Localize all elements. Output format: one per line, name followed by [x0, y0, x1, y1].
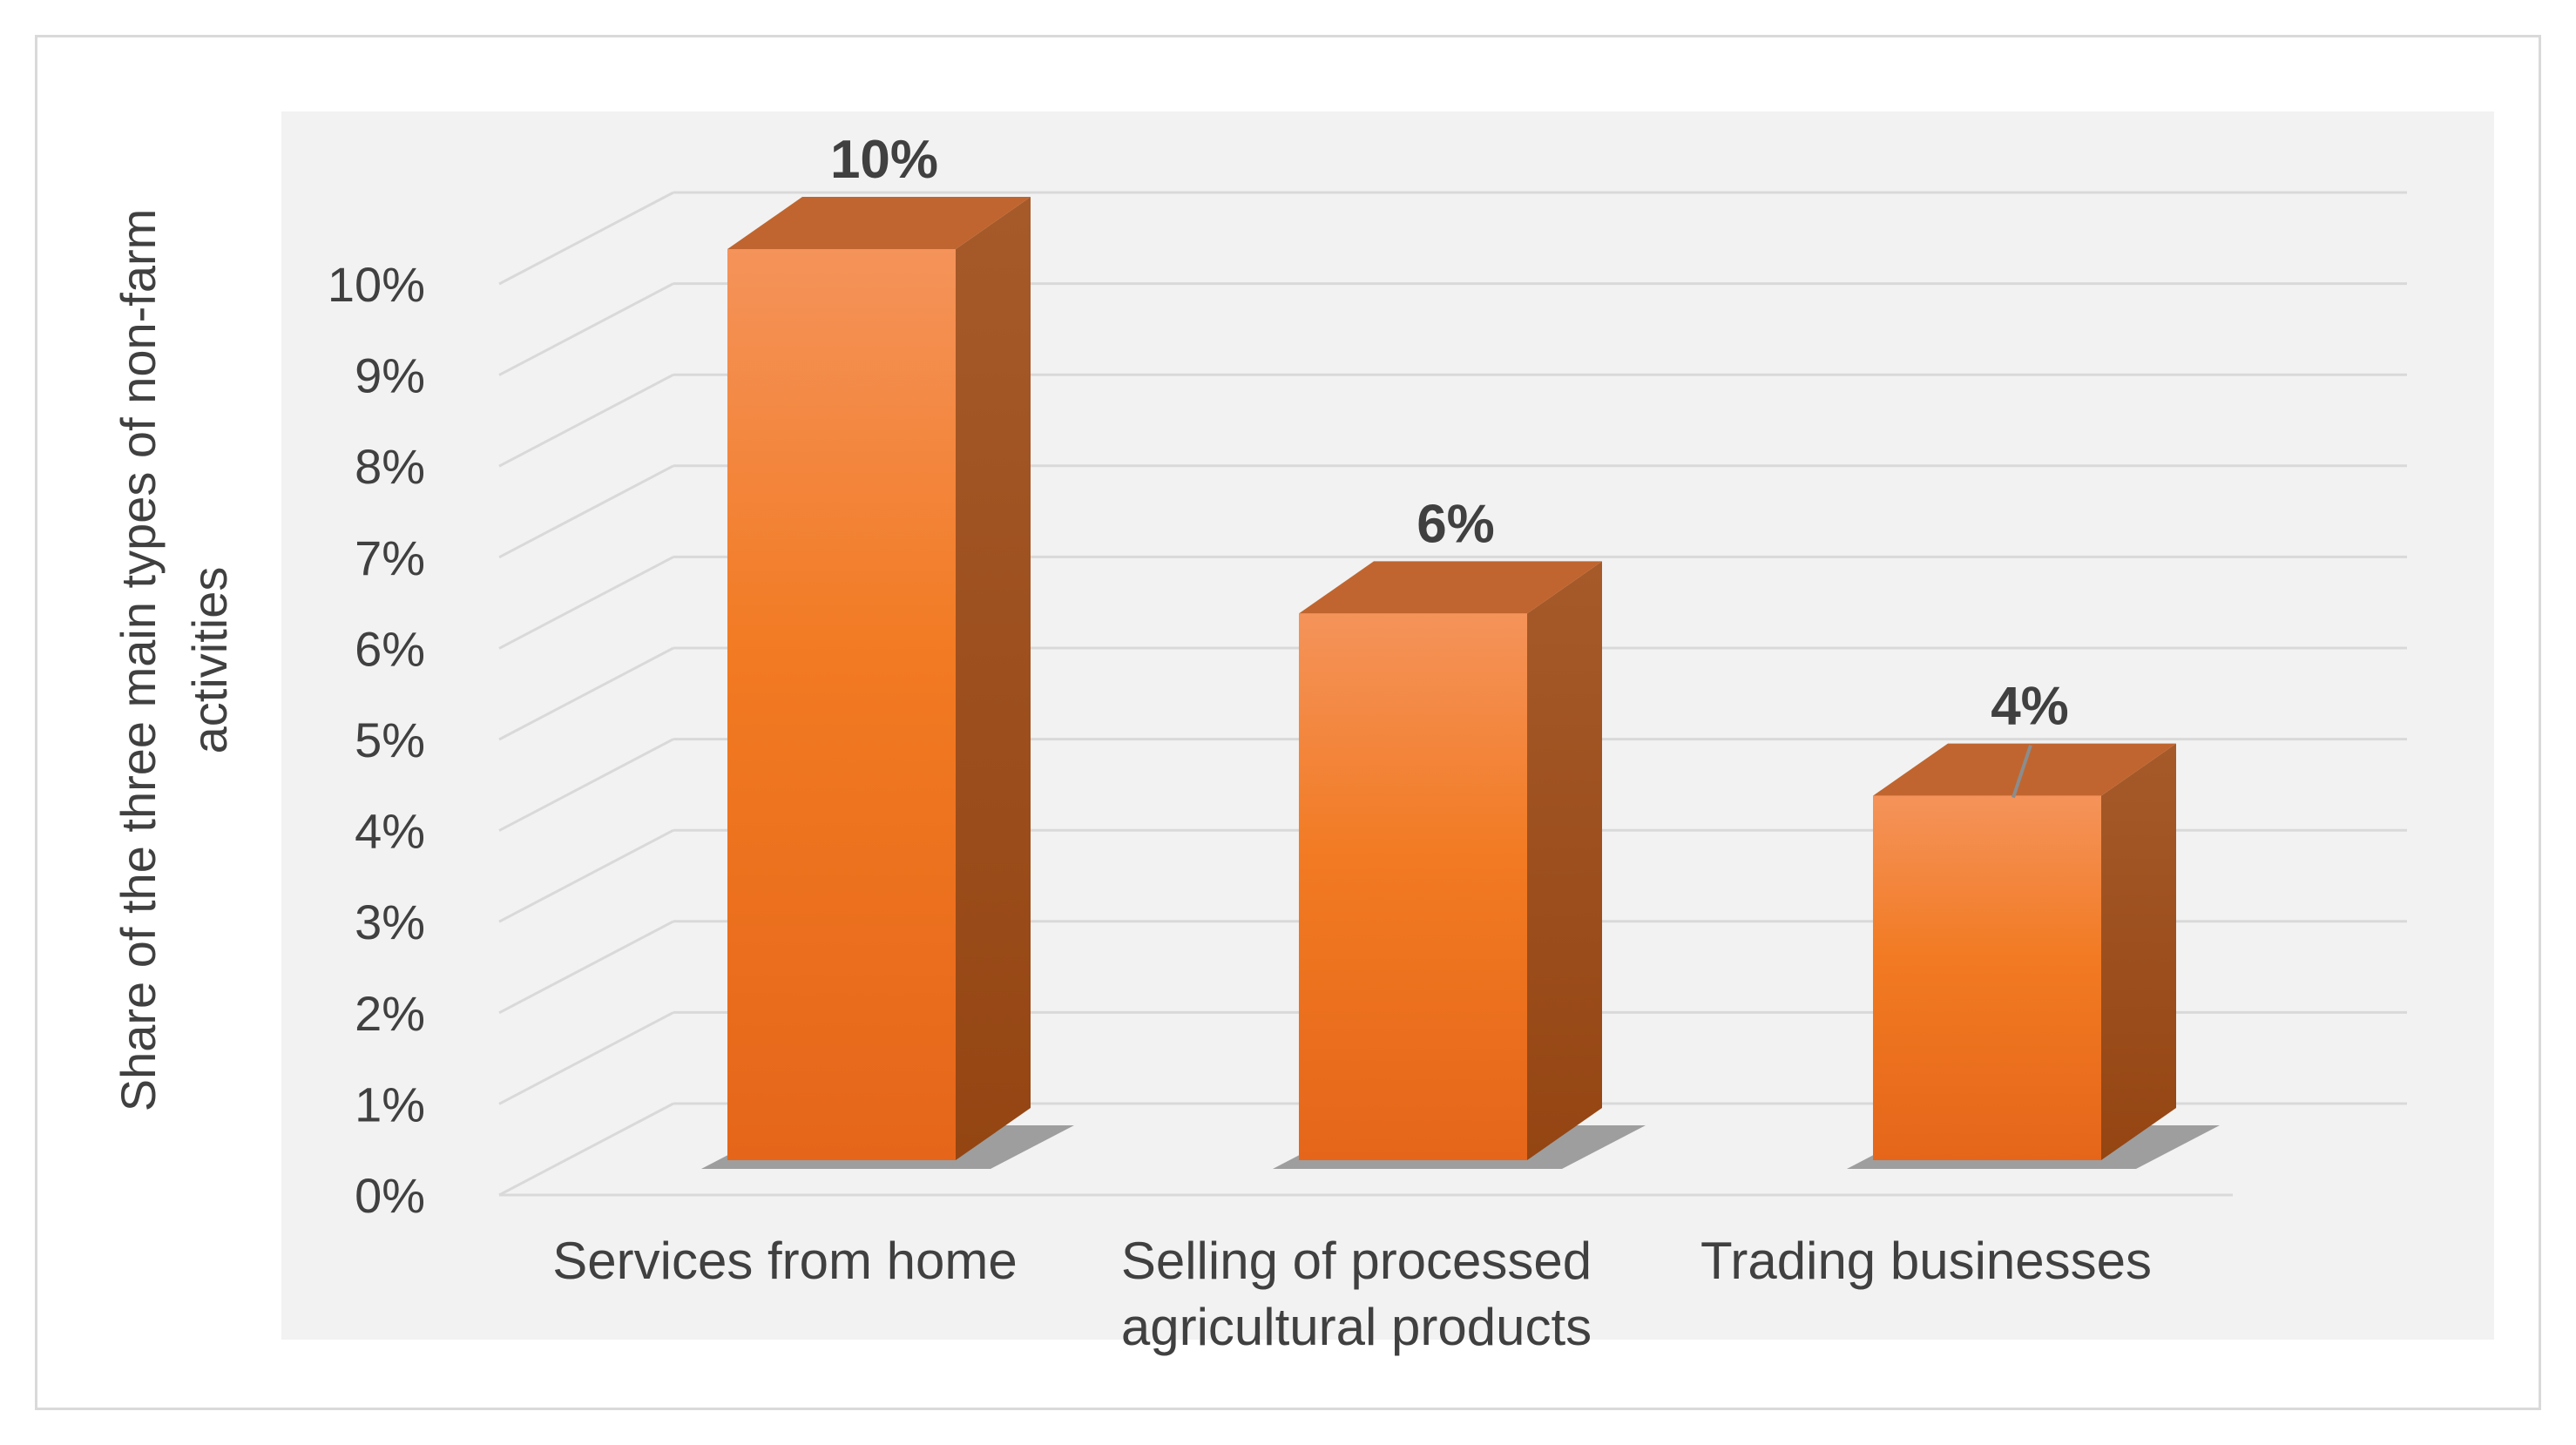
bar-top — [727, 197, 1031, 249]
bar-chart: 0% 1% 2% 3% 4% 5% 6% 7% 8% 9% 10% 10% 6% 4% Services… — [111, 111, 2494, 1356]
y-tick-label: 7% — [355, 530, 425, 585]
bar-top — [1873, 743, 2176, 796]
y-axis-title: Share of the three main types of non-far… — [111, 209, 237, 1112]
y-tick-label: 10% — [328, 257, 425, 312]
y-tick-label: 0% — [355, 1168, 425, 1223]
data-label: 4% — [1991, 677, 2069, 737]
y-tick-label: 2% — [355, 986, 425, 1041]
bar-side — [956, 197, 1031, 1160]
bar: 6% — [1273, 494, 1646, 1169]
bar-front — [1873, 795, 2101, 1160]
bar-top — [1299, 561, 1602, 614]
y-axis-title-text: Share of the three main types of non-far… — [111, 209, 237, 1112]
y-tick-label: 5% — [355, 712, 425, 767]
chart-frame: 0% 1% 2% 3% 4% 5% 6% 7% 8% 9% 10% 10% 6% 4% Services… — [35, 35, 2541, 1410]
bar: 10% — [701, 130, 1074, 1169]
data-label: 10% — [830, 130, 938, 190]
gridline — [498, 191, 2407, 286]
bar: 4% — [1847, 677, 2220, 1169]
y-axis-ticks: 0% 1% 2% 3% 4% 5% 6% 7% 8% 9% 10% — [328, 257, 425, 1223]
leader-line — [2011, 744, 2032, 799]
y-tick-label: 6% — [355, 621, 425, 676]
category-label: Trading businesses — [1700, 1232, 2152, 1290]
bar-front — [1299, 613, 1527, 1160]
y-tick-label: 1% — [355, 1077, 425, 1131]
category-label: Selling of processed agricultural product… — [1121, 1232, 1592, 1356]
bar-front — [727, 249, 956, 1160]
category-label: Services from home — [552, 1232, 1018, 1290]
bar-side — [2101, 743, 2176, 1160]
y-tick-label: 9% — [355, 348, 425, 403]
y-tick-label: 3% — [355, 895, 425, 949]
bars: 10% 6% 4% — [701, 130, 2220, 1169]
data-label: 6% — [1416, 494, 1495, 554]
bar-side — [1527, 561, 1602, 1160]
x-axis-categories: Services from home Selling of processed ag… — [552, 1232, 2152, 1356]
y-tick-label: 4% — [355, 804, 425, 859]
y-tick-label: 8% — [355, 439, 425, 494]
